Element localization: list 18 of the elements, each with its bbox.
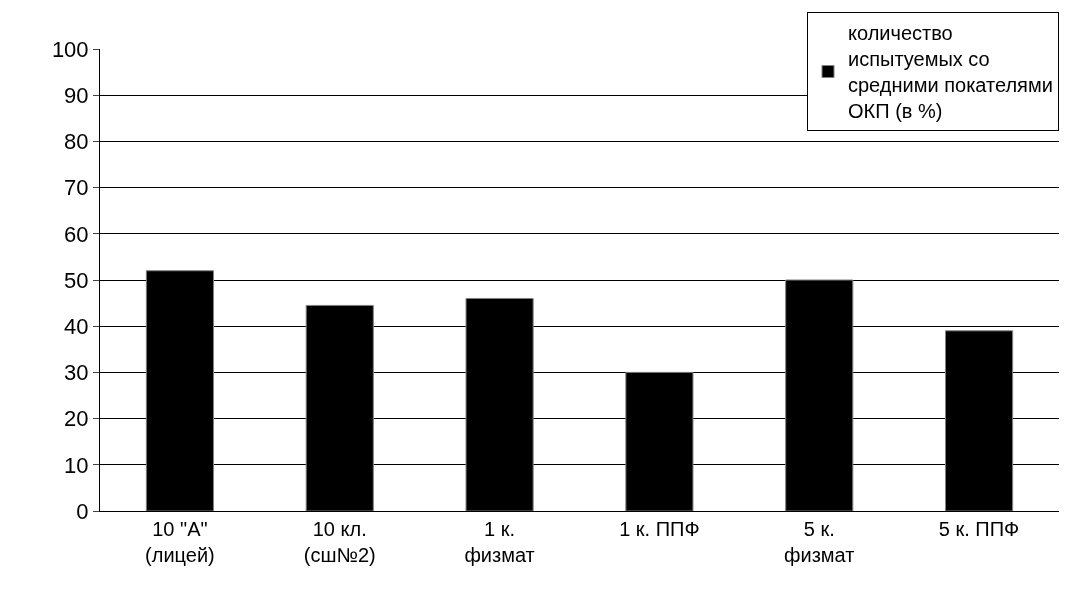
- y-tick-label: 100: [51, 36, 89, 62]
- y-tick-label: 10: [64, 452, 89, 478]
- x-tick-label: 5 к. физмат: [784, 518, 855, 566]
- x-tick-label: 10 кл. (сш№2): [303, 518, 376, 566]
- x-tick-label: 1 к. физмат: [464, 518, 535, 566]
- y-tick-label: 40: [64, 313, 89, 339]
- y-tick-label: 30: [64, 360, 89, 386]
- x-tick-label: 10 "А" (лицей): [145, 518, 215, 566]
- x-tick-label: 1 к. ППФ: [619, 518, 700, 540]
- y-tick-label: 20: [64, 406, 89, 432]
- y-tick-label: 50: [64, 267, 89, 293]
- x-tick-label: 5 к. ППФ: [938, 518, 1020, 540]
- legend-label: количество испытуемых со средними покателями ОКП (в %): [848, 22, 1053, 123]
- y-tick-label: 80: [64, 129, 89, 155]
- y-tick-label: 70: [64, 175, 89, 201]
- y-tick-label: 90: [64, 82, 89, 108]
- y-tick-label: 60: [64, 221, 89, 247]
- y-tick-label: 0: [76, 498, 89, 524]
